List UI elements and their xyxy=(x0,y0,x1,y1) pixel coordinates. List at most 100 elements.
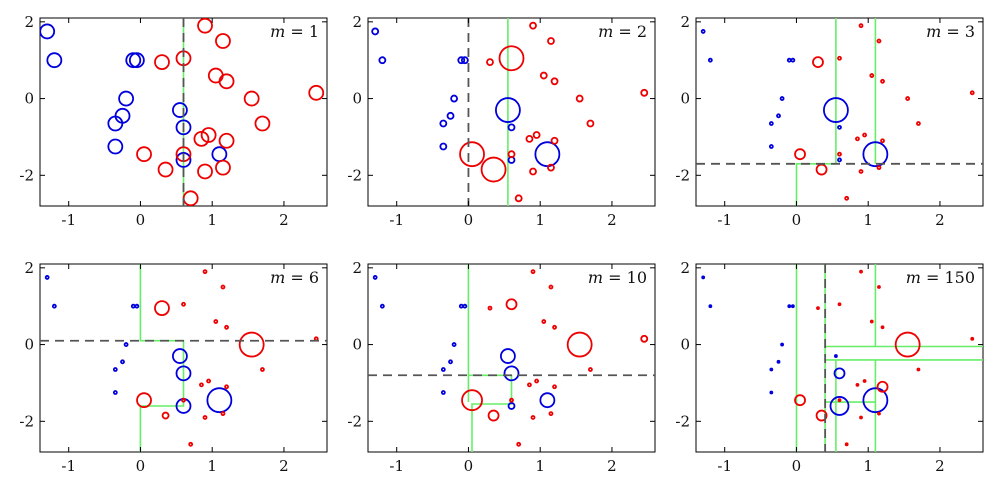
blue-point xyxy=(787,304,792,309)
red-point xyxy=(525,134,534,143)
decision-boundary xyxy=(139,264,185,452)
red-point xyxy=(905,96,911,101)
blue-point xyxy=(837,157,842,163)
blue-point xyxy=(372,275,378,280)
blue-point xyxy=(862,141,889,168)
red-point xyxy=(876,380,889,393)
blue-point xyxy=(448,359,453,365)
blue-point xyxy=(379,303,385,309)
red-point xyxy=(220,411,226,417)
blue-point xyxy=(175,119,192,136)
red-point xyxy=(586,119,595,128)
panel-4: -1 0 1 2 2 0 -2 m = 6 xyxy=(19,259,328,475)
blue-point xyxy=(779,96,785,101)
red-point xyxy=(487,305,493,311)
y-tick-label: -2 xyxy=(675,166,690,184)
red-point xyxy=(308,84,325,101)
x-tick-label: 1 xyxy=(535,211,545,229)
red-point xyxy=(859,415,863,420)
red-point xyxy=(218,73,235,90)
iteration-var: m xyxy=(598,22,613,41)
y-tick-label: 0 xyxy=(680,90,690,108)
y-tick-label: -2 xyxy=(19,166,34,184)
x-tick-label: 2 xyxy=(607,457,617,475)
red-point xyxy=(197,163,213,180)
red-point xyxy=(161,411,170,420)
blue-point xyxy=(378,56,387,65)
blue-point xyxy=(790,304,795,309)
x-tick-label: 0 xyxy=(464,457,474,475)
red-point xyxy=(218,132,235,149)
blue-point xyxy=(112,390,118,395)
red-point xyxy=(157,161,174,178)
blue-point xyxy=(708,304,713,309)
x-tick-label: 0 xyxy=(464,211,474,229)
blue-point xyxy=(44,275,50,280)
red-point xyxy=(254,115,271,132)
blue-point xyxy=(123,342,129,347)
panel-2: -1 0 1 2 2 0 -2 m = 2 xyxy=(347,13,656,229)
iteration-var: m xyxy=(926,22,941,41)
blue-point xyxy=(507,123,516,132)
red-point xyxy=(640,334,649,343)
red-point xyxy=(548,411,554,417)
red-point xyxy=(547,37,555,45)
blue-point xyxy=(440,390,446,395)
blue-point xyxy=(120,359,125,365)
red-point xyxy=(880,138,885,144)
plot-area xyxy=(40,18,325,206)
red-point xyxy=(640,88,649,97)
red-point xyxy=(916,121,921,126)
x-tick-label: 1 xyxy=(863,457,873,475)
plot-frame xyxy=(695,263,984,453)
iteration-label: m = 6 xyxy=(270,268,319,287)
red-point xyxy=(855,136,860,142)
iteration-label: m = 2 xyxy=(598,22,647,41)
red-point xyxy=(461,389,483,412)
iteration-eq: = 6 xyxy=(285,268,319,287)
red-point xyxy=(869,319,874,324)
panel-3: -1 0 1 2 2 0 -2 m = 3 xyxy=(675,13,984,229)
red-point xyxy=(876,165,882,171)
iteration-eq: = 1 xyxy=(285,22,319,41)
y-tick-label: 2 xyxy=(24,259,34,277)
panel-1: -1 0 1 2 2 0 -2 m = 1 xyxy=(19,13,328,229)
iteration-label: m = 150 xyxy=(906,268,975,287)
x-tick-label: -1 xyxy=(717,211,732,229)
blue-point xyxy=(460,56,469,65)
red-point xyxy=(794,148,806,161)
x-tick-label: 1 xyxy=(207,211,217,229)
x-tick-label: 2 xyxy=(279,211,289,229)
red-point xyxy=(539,71,548,80)
red-point xyxy=(588,367,593,372)
blue-point xyxy=(40,23,56,40)
blue-point xyxy=(539,392,556,409)
red-point xyxy=(815,409,828,422)
plot-frame xyxy=(367,17,656,207)
blue-point xyxy=(451,342,457,347)
red-point xyxy=(243,90,260,107)
red-point xyxy=(532,131,541,139)
red-point xyxy=(188,441,194,447)
plot-area xyxy=(696,18,983,206)
red-point xyxy=(894,331,921,358)
y-tick-label: -2 xyxy=(347,412,362,430)
iteration-var: m xyxy=(906,268,921,287)
panel-6: -1 0 1 2 2 0 -2 m = 150 xyxy=(675,259,984,475)
red-point xyxy=(459,141,485,168)
iteration-eq: = 150 xyxy=(921,268,975,287)
iteration-label: m = 3 xyxy=(926,22,975,41)
red-point xyxy=(530,415,536,420)
red-point xyxy=(548,284,554,290)
red-point xyxy=(202,415,208,420)
red-point xyxy=(880,78,885,84)
blue-point xyxy=(837,124,842,130)
red-point xyxy=(136,392,152,409)
red-point xyxy=(869,73,875,78)
blue-point xyxy=(768,121,774,126)
red-point xyxy=(858,169,864,174)
blue-point xyxy=(112,367,118,372)
blue-point xyxy=(371,27,380,36)
blue-point xyxy=(834,354,838,358)
